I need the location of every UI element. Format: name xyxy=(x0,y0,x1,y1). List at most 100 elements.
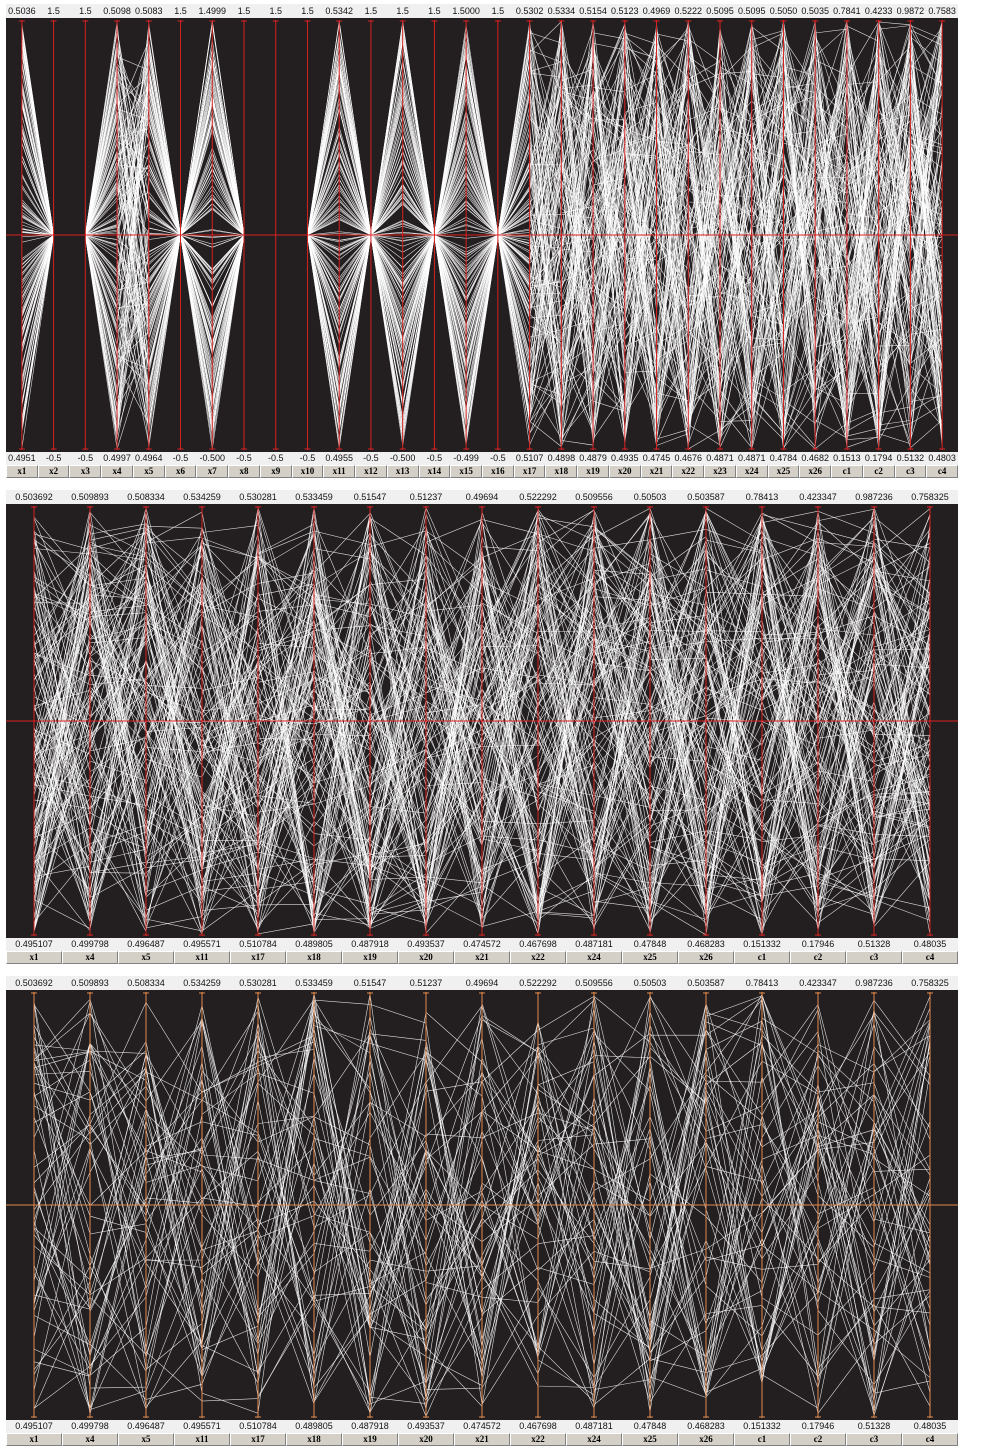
axis-button-x11[interactable]: x11 xyxy=(174,1433,230,1446)
axis-button-x19[interactable]: x19 xyxy=(577,465,609,478)
axis-button-x5[interactable]: x5 xyxy=(118,951,174,964)
axis-button-x21[interactable]: x21 xyxy=(640,465,673,478)
panel-1: 0.5036 0.4951 1.5 -0.5 1.5 -0.5 0.5098 0.4997 0.… xyxy=(6,4,958,478)
axis-button-x4[interactable]: x4 xyxy=(101,465,133,478)
axis-button-c2[interactable]: c2 xyxy=(790,1433,846,1446)
axis-max-label: 0.423347 xyxy=(799,978,837,988)
axis-max-label: 0.423347 xyxy=(799,492,837,502)
axis-button-x15[interactable]: x15 xyxy=(450,465,482,478)
record-line xyxy=(21,40,943,429)
axis-min-label: -0.499 xyxy=(453,453,479,463)
axis-min-label: 0.468283 xyxy=(687,939,725,949)
axis-button-x5[interactable]: x5 xyxy=(132,465,165,478)
axis-button-c3[interactable]: c3 xyxy=(894,465,927,478)
axis-max-label: 0.530281 xyxy=(239,978,277,988)
axis-max-label: 1.5 xyxy=(174,6,187,16)
axis-min-label: 0.467698 xyxy=(519,1421,557,1431)
axis-max-label: 0.533459 xyxy=(295,492,333,502)
axis-button-x22[interactable]: x22 xyxy=(510,951,566,964)
axis-min-label: 0.4871 xyxy=(738,453,766,463)
axis-max-label: 0.758325 xyxy=(911,978,949,988)
record-line xyxy=(21,27,943,446)
axis-min-label: 0.4745 xyxy=(643,453,671,463)
axis-button-x17[interactable]: x17 xyxy=(513,465,546,478)
axis-button-x1[interactable]: x1 xyxy=(6,951,62,964)
axis-button-x1[interactable]: x1 xyxy=(6,1433,62,1446)
axis-button-x2[interactable]: x2 xyxy=(37,465,70,478)
axis-button-x3[interactable]: x3 xyxy=(69,465,102,478)
axis-button-x18[interactable]: x18 xyxy=(545,465,578,478)
axis-button-x20[interactable]: x20 xyxy=(608,465,641,478)
axis-button-x21[interactable]: x21 xyxy=(454,1433,510,1446)
axis-button-x18[interactable]: x18 xyxy=(286,1433,342,1446)
axis-min-label: 0.4784 xyxy=(770,453,798,463)
axis-button-x25[interactable]: x25 xyxy=(622,951,678,964)
axis-button-x4[interactable]: x4 xyxy=(62,951,118,964)
axis-max-label: 0.503692 xyxy=(15,492,53,502)
axis-min-label: 0.493537 xyxy=(407,1421,445,1431)
axis-max-label: 1.5 xyxy=(492,6,505,16)
axis-button-x14[interactable]: x14 xyxy=(418,465,451,478)
axis-max-label: 1.5 xyxy=(365,6,378,16)
axis-button-c4[interactable]: c4 xyxy=(902,1433,958,1446)
axis-button-x18[interactable]: x18 xyxy=(286,951,342,964)
axis-max-label: 0.5050 xyxy=(770,6,798,16)
axis-max-label: 1.5 xyxy=(238,6,251,16)
axis-button-x25[interactable]: x25 xyxy=(622,1433,678,1446)
axis-button-c3[interactable]: c3 xyxy=(846,1433,902,1446)
axis-button-x24[interactable]: x24 xyxy=(566,1433,622,1446)
axis-button-x26[interactable]: x26 xyxy=(678,951,734,964)
axis-button-x24[interactable]: x24 xyxy=(735,465,768,478)
axis-button-x8[interactable]: x8 xyxy=(228,465,260,478)
axis-min-label: -0.5 xyxy=(78,453,94,463)
axis-button-x26[interactable]: x26 xyxy=(678,1433,734,1446)
axis-button-x12[interactable]: x12 xyxy=(355,465,387,478)
axis-button-x19[interactable]: x19 xyxy=(342,951,398,964)
axis-max-label: 0.5154 xyxy=(579,6,607,16)
axis-button-c1[interactable]: c1 xyxy=(831,465,863,478)
axis-button-x4[interactable]: x4 xyxy=(62,1433,118,1446)
axis-max-label: 0.78413 xyxy=(746,978,779,988)
axis-button-x20[interactable]: x20 xyxy=(398,1433,454,1446)
axis-min-label: -0.500 xyxy=(200,453,226,463)
axis-button-c1[interactable]: c1 xyxy=(734,951,790,964)
axis-button-x22[interactable]: x22 xyxy=(672,465,705,478)
axis-max-label: 0.51547 xyxy=(354,492,387,502)
axis-button-c4[interactable]: c4 xyxy=(902,951,958,964)
axis-button-x5[interactable]: x5 xyxy=(118,1433,174,1446)
axis-max-label: 0.5342 xyxy=(325,6,353,16)
axis-button-x24[interactable]: x24 xyxy=(566,951,622,964)
axis-button-x17[interactable]: x17 xyxy=(230,1433,286,1446)
axis-min-label: 0.487181 xyxy=(575,939,613,949)
axis-min-label: 0.5132 xyxy=(897,453,925,463)
axis-min-label: 0.1794 xyxy=(865,453,893,463)
axis-button-x11[interactable]: x11 xyxy=(323,465,356,478)
axis-button-x13[interactable]: x13 xyxy=(386,465,419,478)
axis-button-c2[interactable]: c2 xyxy=(790,951,846,964)
axis-button-x6[interactable]: x6 xyxy=(164,465,197,478)
axis-button-x22[interactable]: x22 xyxy=(510,1433,566,1446)
axis-button-c2[interactable]: c2 xyxy=(862,465,895,478)
axis-min-label: 0.487918 xyxy=(351,939,389,949)
axis-button-x21[interactable]: x21 xyxy=(454,951,510,964)
axis-button-x23[interactable]: x23 xyxy=(704,465,736,478)
axis-button-x10[interactable]: x10 xyxy=(291,465,324,478)
axis-max-label: 0.49694 xyxy=(466,978,499,988)
axis-button-c3[interactable]: c3 xyxy=(846,951,902,964)
axis-max-label: 0.51237 xyxy=(410,978,443,988)
axis-button-x16[interactable]: x16 xyxy=(482,465,514,478)
axis-max-label: 0.530281 xyxy=(239,492,277,502)
axis-button-x25[interactable]: x25 xyxy=(767,465,800,478)
axis-max-label: 0.50503 xyxy=(634,978,667,988)
axis-button-x26[interactable]: x26 xyxy=(799,465,832,478)
axis-button-c4[interactable]: c4 xyxy=(926,465,958,478)
axis-button-x19[interactable]: x19 xyxy=(342,1433,398,1446)
axis-button-x7[interactable]: x7 xyxy=(196,465,229,478)
axis-button-x1[interactable]: x1 xyxy=(6,465,38,478)
axis-button-x9[interactable]: x9 xyxy=(259,465,292,478)
axis-button-x11[interactable]: x11 xyxy=(174,951,230,964)
axis-button-x20[interactable]: x20 xyxy=(398,951,454,964)
axis-max-label: 0.5123 xyxy=(611,6,639,16)
axis-button-c1[interactable]: c1 xyxy=(734,1433,790,1446)
axis-button-x17[interactable]: x17 xyxy=(230,951,286,964)
